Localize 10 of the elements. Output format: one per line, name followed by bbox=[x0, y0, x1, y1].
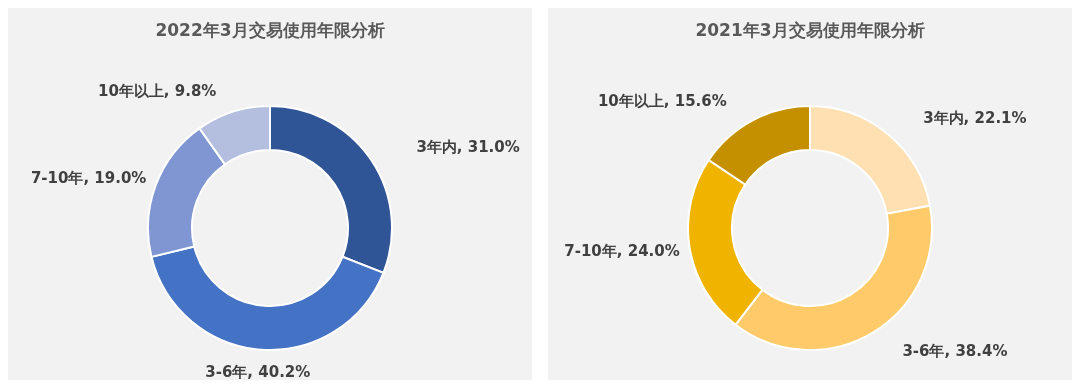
slice-label: 10年以上, 15.6% bbox=[597, 92, 727, 111]
slice-label: 7-10年, 19.0% bbox=[30, 168, 147, 187]
slice-label: 7-10年, 24.0% bbox=[564, 242, 680, 261]
chart-title: 2022年3月交易使用年限分析 bbox=[155, 20, 385, 40]
chart-title: 2021年3月交易使用年限分析 bbox=[695, 20, 925, 40]
slice-label: 3-6年, 38.4% bbox=[902, 342, 1008, 361]
slice-label: 10年以上, 9.8% bbox=[97, 82, 217, 101]
slice-label: 3-6年, 40.2% bbox=[205, 362, 311, 381]
slice-label: 3年内, 22.1% bbox=[923, 108, 1027, 127]
slice-label: 3年内, 31.0% bbox=[416, 138, 520, 157]
